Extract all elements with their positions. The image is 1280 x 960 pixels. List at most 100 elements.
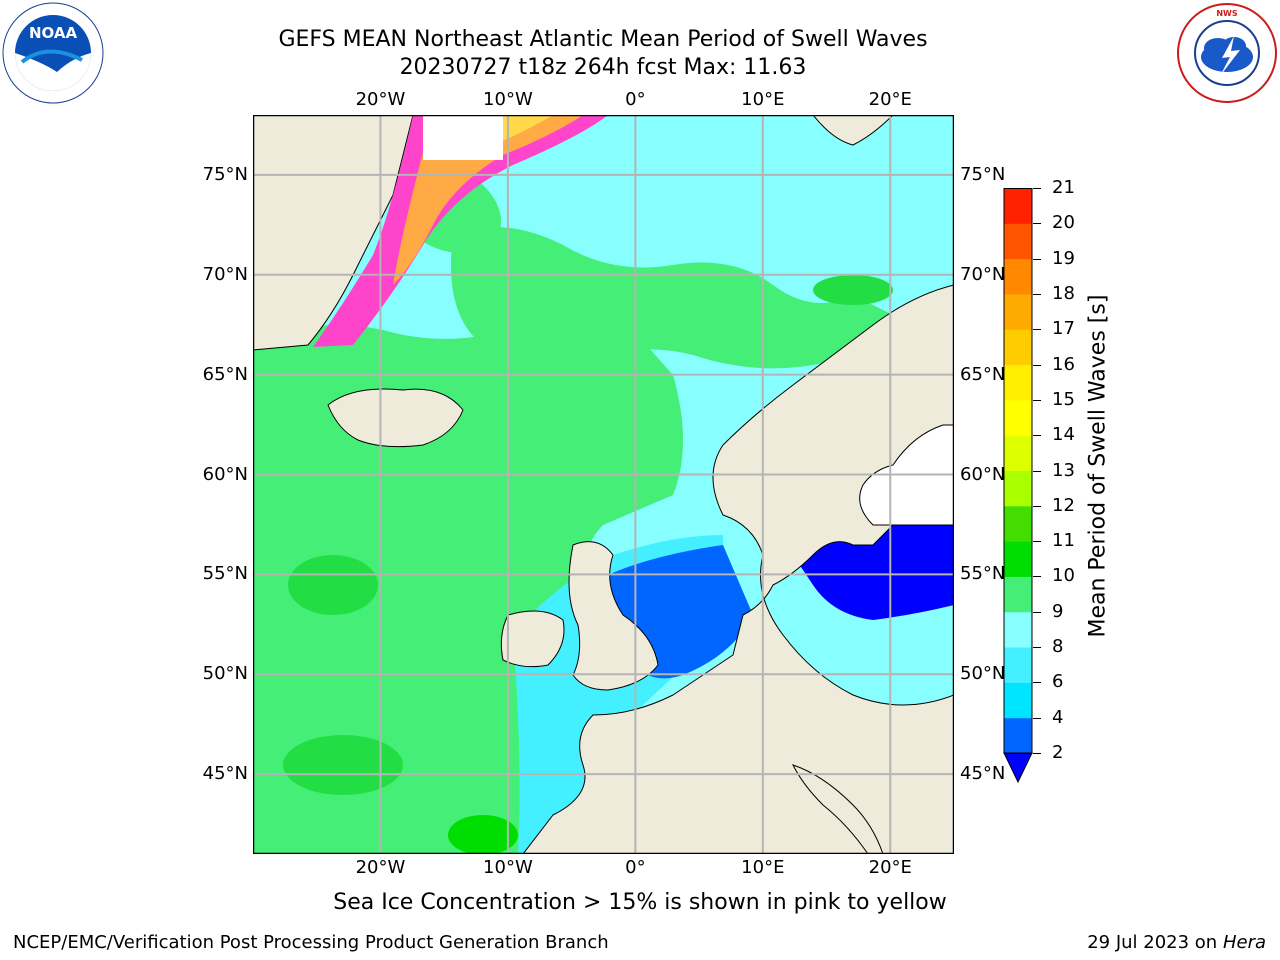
lon-label-bottom: 10°E [741,857,785,878]
colorbar-tick [1033,647,1041,649]
colorbar-tick [1033,188,1041,189]
lon-label-top: 10°E [741,89,785,110]
colorbar-segment [1004,399,1032,436]
colorbar-segment [1004,576,1032,613]
colorbar-tick [1033,399,1041,401]
colorbar-tick-label: 15 [1052,388,1075,410]
colorbar-tick-label: 10 [1052,565,1075,587]
footer-host: Hera [1222,932,1266,953]
lon-label-bottom: 10°W [483,857,533,878]
colorbar-tick-label: 11 [1052,530,1075,552]
lat-label-right: 75°N [960,163,1006,185]
colorbar-tick [1033,258,1041,260]
lat-label-right: 45°N [960,763,1006,785]
colorbar-segment [1004,293,1032,330]
colorbar-tick [1033,223,1041,225]
land-europe [522,284,954,854]
colorbar-tick-label: 9 [1052,600,1064,622]
svg-text:NOAA: NOAA [29,24,78,42]
swell-patch-dark-green [283,735,403,795]
land-italy [792,764,884,854]
chart-title-line1: GEFS MEAN Northeast Atlantic Mean Period… [278,27,928,52]
colorbar-tick-label: 21 [1052,177,1075,198]
map-frame [252,114,955,855]
swell-patch-dark-green [448,815,518,854]
colorbar-tick-label: 12 [1052,494,1075,516]
colorbar-tick [1033,541,1041,543]
colorbar-tick-label: 16 [1052,353,1075,375]
footer-credit: NCEP/EMC/Verification Post Processing Pr… [13,932,609,953]
map-canvas [252,114,955,855]
sea-ice-caption: Sea Ice Concentration > 15% is shown in … [333,890,947,915]
footer-date: 29 Jul 2023 on Hera [1087,932,1266,953]
lat-label-right: 50°N [960,663,1006,685]
lon-label-bottom: 20°W [355,857,406,878]
lon-label-top: 0° [625,89,646,110]
lat-label-left: 55°N [202,563,248,585]
svg-text:NWS: NWS [1216,9,1238,18]
colorbar-tick-label: 6 [1052,671,1064,693]
colorbar-segment [1004,682,1032,719]
colorbar-segment [1004,364,1032,401]
lat-label-left: 45°N [202,763,248,785]
lat-label-left: 70°N [202,263,248,285]
lat-label-right: 65°N [960,363,1006,385]
sea-ice-band [313,115,608,347]
colorbar-tick [1033,293,1041,295]
colorbar-outline [1003,188,1033,754]
footer-date-text: 29 Jul 2023 on [1087,932,1223,953]
colorbar-tick-label: 2 [1052,742,1064,763]
colorbar-tick-label: 20 [1052,212,1075,234]
colorbar-tick [1033,576,1041,578]
land-greenland [253,115,414,351]
colorbar-tick [1033,753,1041,754]
colorbar-tick-label: 18 [1052,282,1075,304]
colorbar-tick-label: 8 [1052,636,1064,658]
colorbar-segment [1004,329,1032,366]
colorbar-tick-label: 14 [1052,424,1075,446]
colorbar-tick-label: 19 [1052,247,1075,269]
colorbar-segment [1004,223,1032,260]
colorbar-tick-label: 13 [1052,459,1075,481]
lon-label-bottom: 20°E [868,857,912,878]
colorbar-segment [1004,470,1032,507]
sea-ice-white [423,115,503,160]
colorbar-tick-label: 4 [1052,706,1064,728]
colorbar-extend-arrow [1003,752,1033,784]
lat-label-right: 70°N [960,263,1006,285]
colorbar-tick [1033,505,1041,507]
lat-label-left: 50°N [202,663,248,685]
colorbar-segment [1004,188,1032,224]
lat-label-left: 65°N [202,363,248,385]
swell-patch-dark-green [288,555,378,615]
colorbar-tick [1033,329,1041,331]
colorbar-tick [1033,364,1041,366]
colorbar-segment [1004,435,1032,471]
swell-zone-west-green [253,316,683,854]
colorbar-tick [1033,611,1041,613]
chart-title-line2: 20230727 t18z 264h fcst Max: 11.63 [399,55,807,80]
colorbar-segment [1004,541,1032,577]
lat-label-right: 60°N [960,463,1006,485]
lat-label-left: 60°N [202,463,248,485]
swell-patch-dark-green [813,275,893,305]
lon-label-top: 10°W [483,89,533,110]
lon-label-bottom: 0° [625,857,646,878]
colorbar-segment [1004,611,1032,648]
lat-label-left: 75°N [202,163,248,185]
land-ireland [500,610,565,668]
colorbar-tick [1033,717,1041,719]
colorbar-label: Mean Period of Swell Waves [s] [1085,294,1111,638]
lon-label-top: 20°W [355,89,406,110]
lon-label-top: 20°E [868,89,912,110]
land-iceland [327,388,464,448]
colorbar-tick [1033,435,1041,437]
noaa-logo: NOAA [2,2,104,104]
colorbar-tick-label: 17 [1052,318,1075,340]
map-border [252,114,955,855]
land-svalbard [812,115,894,146]
colorbar-tick [1033,682,1041,684]
lat-label-right: 55°N [960,563,1006,585]
colorbar-segment [1004,258,1032,295]
nws-logo: NWS [1176,2,1278,104]
